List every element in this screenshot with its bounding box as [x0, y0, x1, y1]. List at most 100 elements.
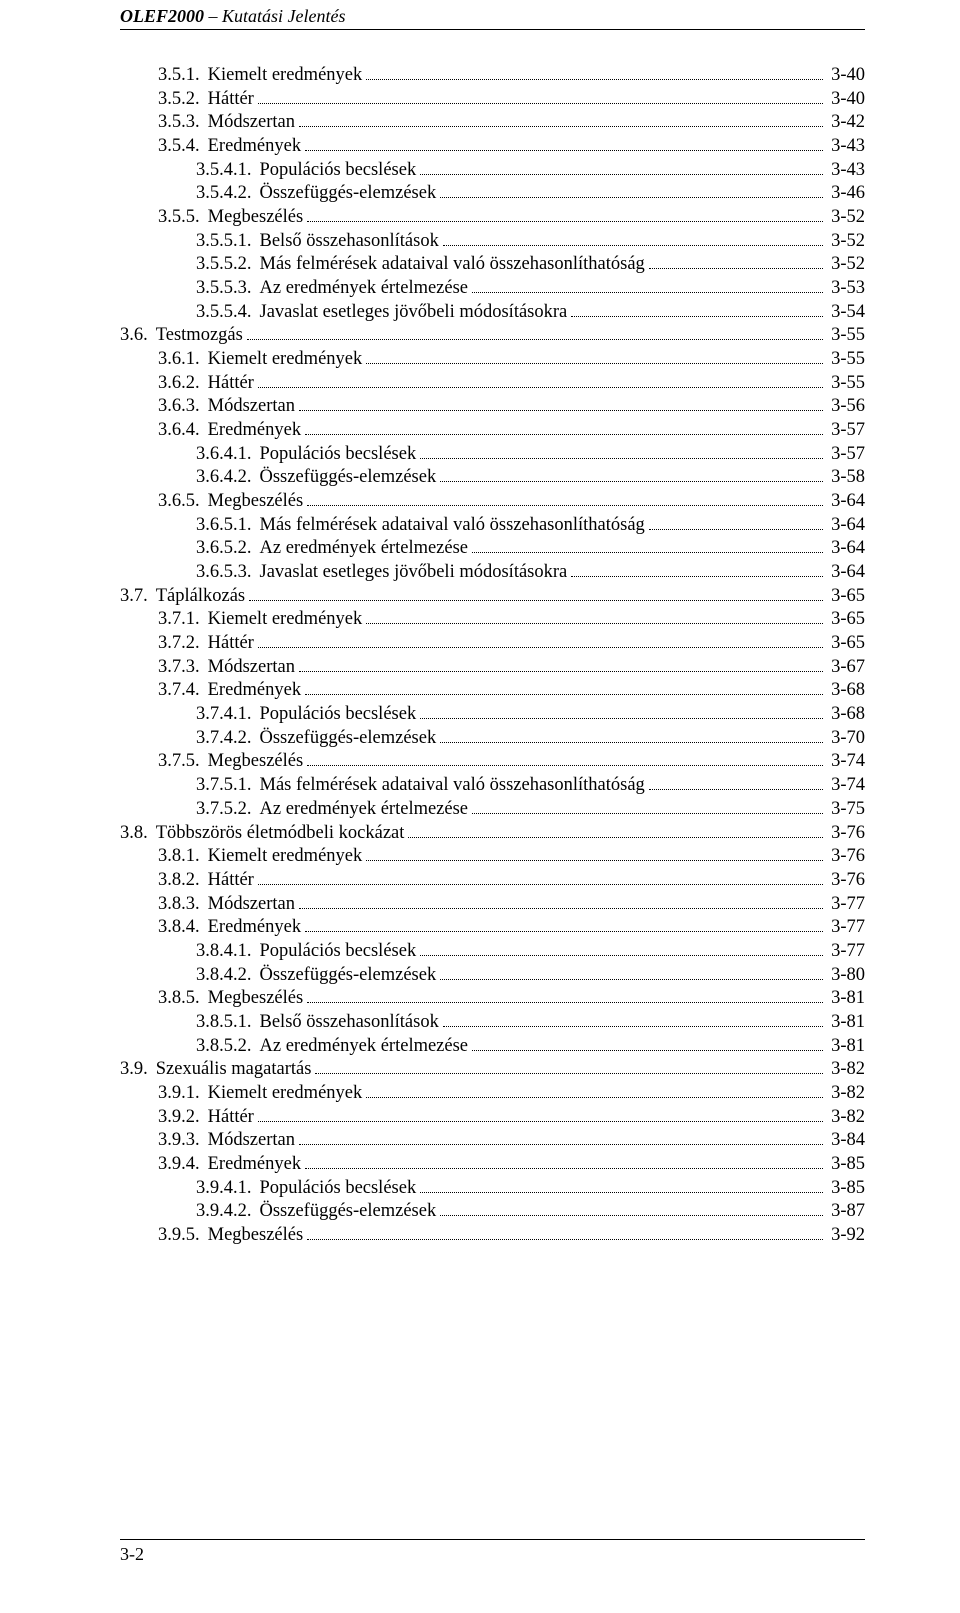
toc-entry: 3.6.2.Háttér3-55	[120, 372, 865, 396]
toc-entry-title: Az eredmények értelmezése	[260, 277, 469, 301]
toc-entry-number: 3.9.4.1.	[196, 1177, 260, 1201]
toc-entry-page: 3-65	[827, 632, 865, 656]
toc-leader-dots	[420, 1192, 823, 1193]
toc-entry-number: 3.5.5.3.	[196, 277, 260, 301]
toc-entry-page: 3-70	[827, 727, 865, 751]
toc-entry-title: Módszertan	[208, 656, 295, 680]
toc-entry-title: Belső összehasonlítások	[260, 230, 439, 254]
header-title-bold: OLEF2000	[120, 6, 204, 26]
toc-leader-dots	[649, 789, 823, 790]
toc-entry-number: 3.8.4.	[158, 916, 208, 940]
toc-entry-number: 3.8.4.1.	[196, 940, 260, 964]
toc-entry-page: 3-81	[827, 987, 865, 1011]
toc-entry-number: 3.5.4.	[158, 135, 208, 159]
toc-entry: 3.7.1.Kiemelt eredmények3-65	[120, 608, 865, 632]
toc-entry-number: 3.9.4.2.	[196, 1200, 260, 1224]
toc-entry: 3.7.Táplálkozás3-65	[120, 585, 865, 609]
toc-entry-title: Belső összehasonlítások	[260, 1011, 439, 1035]
toc-entry: 3.8.1.Kiemelt eredmények3-76	[120, 845, 865, 869]
toc-entry: 3.6.4.1.Populációs becslések3-57	[120, 443, 865, 467]
toc-entry-number: 3.6.4.1.	[196, 443, 260, 467]
toc-entry-page: 3-55	[827, 324, 865, 348]
toc-entry-title: Megbeszélés	[208, 750, 304, 774]
toc-entry-page: 3-52	[827, 206, 865, 230]
toc-entry: 3.6.5.1.Más felmérések adataival való ös…	[120, 514, 865, 538]
toc-entry-page: 3-92	[827, 1224, 865, 1248]
toc-entry: 3.5.5.1.Belső összehasonlítások3-52	[120, 230, 865, 254]
toc-leader-dots	[299, 1144, 823, 1145]
toc-entry-number: 3.6.2.	[158, 372, 208, 396]
toc-leader-dots	[305, 1168, 823, 1169]
toc-entry-number: 3.7.2.	[158, 632, 208, 656]
toc-entry-page: 3-65	[827, 585, 865, 609]
toc-entry-number: 3.5.4.2.	[196, 182, 260, 206]
toc-leader-dots	[443, 245, 823, 246]
toc-leader-dots	[420, 174, 823, 175]
toc-entry: 3.5.2.Háttér3-40	[120, 88, 865, 112]
toc-entry-page: 3-54	[827, 301, 865, 325]
toc-leader-dots	[305, 150, 823, 151]
toc-entry-number: 3.5.4.1.	[196, 159, 260, 183]
toc-entry-title: Háttér	[208, 632, 254, 656]
toc-entry: 3.5.4.2.Összefüggés-elemzések3-46	[120, 182, 865, 206]
toc-entry: 3.5.5.Megbeszélés3-52	[120, 206, 865, 230]
toc-entry-page: 3-82	[827, 1106, 865, 1130]
toc-entry-number: 3.8.5.	[158, 987, 208, 1011]
toc-leader-dots	[315, 1073, 823, 1074]
toc-entry-page: 3-68	[827, 679, 865, 703]
toc-entry-title: Kiemelt eredmények	[208, 64, 363, 88]
toc-entry-number: 3.8.3.	[158, 893, 208, 917]
toc-entry-number: 3.5.3.	[158, 111, 208, 135]
toc-entry-page: 3-74	[827, 774, 865, 798]
document-page: OLEF2000 – Kutatási Jelentés 3.5.1.Kieme…	[0, 0, 960, 1613]
toc-entry-title: Összefüggés-elemzések	[260, 964, 437, 988]
toc-entry-number: 3.6.5.1.	[196, 514, 260, 538]
toc-entry: 3.7.2.Háttér 3-65	[120, 632, 865, 656]
toc-leader-dots	[307, 1239, 823, 1240]
toc-entry-page: 3-40	[827, 64, 865, 88]
toc-entry-page: 3-55	[827, 348, 865, 372]
toc-entry-title: Az eredmények értelmezése	[260, 537, 469, 561]
toc-entry-number: 3.8.	[120, 822, 156, 846]
toc-leader-dots	[299, 410, 823, 411]
toc-entry-number: 3.8.5.2.	[196, 1035, 260, 1059]
toc-entry: 3.6.5.Megbeszélés3-64	[120, 490, 865, 514]
toc-entry-page: 3-52	[827, 230, 865, 254]
toc-entry: 3.8.3.Módszertan3-77	[120, 893, 865, 917]
toc-entry-page: 3-77	[827, 893, 865, 917]
toc-entry-page: 3-77	[827, 916, 865, 940]
toc-entry: 3.9.5.Megbeszélés3-92	[120, 1224, 865, 1248]
toc-entry-title: Táplálkozás	[156, 585, 245, 609]
toc-entry-page: 3-46	[827, 182, 865, 206]
toc-entry: 3.9.4.2.Összefüggés-elemzések3-87	[120, 1200, 865, 1224]
toc-entry: 3.7.5.2.Az eredmények értelmezése3-75	[120, 798, 865, 822]
toc-entry: 3.7.5.Megbeszélés3-74	[120, 750, 865, 774]
toc-leader-dots	[258, 1121, 823, 1122]
toc-leader-dots	[571, 316, 823, 317]
toc-leader-dots	[649, 529, 823, 530]
toc-entry: 3.7.4.Eredmények3-68	[120, 679, 865, 703]
toc-entry-page: 3-85	[827, 1177, 865, 1201]
toc-entry-page: 3-82	[827, 1082, 865, 1106]
toc-leader-dots	[440, 1215, 823, 1216]
toc-leader-dots	[440, 742, 823, 743]
toc-entry-title: Populációs becslések	[260, 940, 417, 964]
toc-leader-dots	[472, 552, 823, 553]
toc-leader-dots	[420, 718, 823, 719]
toc-entry: 3.8.4.2.Összefüggés-elemzések3-80	[120, 964, 865, 988]
toc-entry-number: 3.8.1.	[158, 845, 208, 869]
toc-entry: 3.9.3.Módszertan3-84	[120, 1129, 865, 1153]
toc-entry: 3.7.4.2.Összefüggés-elemzések3-70	[120, 727, 865, 751]
toc-leader-dots	[299, 126, 823, 127]
table-of-contents: 3.5.1.Kiemelt eredmények3-403.5.2.Háttér…	[120, 30, 865, 1248]
toc-entry-number: 3.8.5.1.	[196, 1011, 260, 1035]
toc-leader-dots	[258, 387, 823, 388]
toc-entry-page: 3-81	[827, 1011, 865, 1035]
toc-entry-title: Háttér	[208, 372, 254, 396]
toc-leader-dots	[366, 79, 823, 80]
toc-entry-number: 3.9.4.	[158, 1153, 208, 1177]
toc-entry-title: Kiemelt eredmények	[208, 608, 363, 632]
toc-entry-number: 3.5.1.	[158, 64, 208, 88]
toc-entry: 3.8.5.2.Az eredmények értelmezése3-81	[120, 1035, 865, 1059]
toc-entry-number: 3.6.4.	[158, 419, 208, 443]
